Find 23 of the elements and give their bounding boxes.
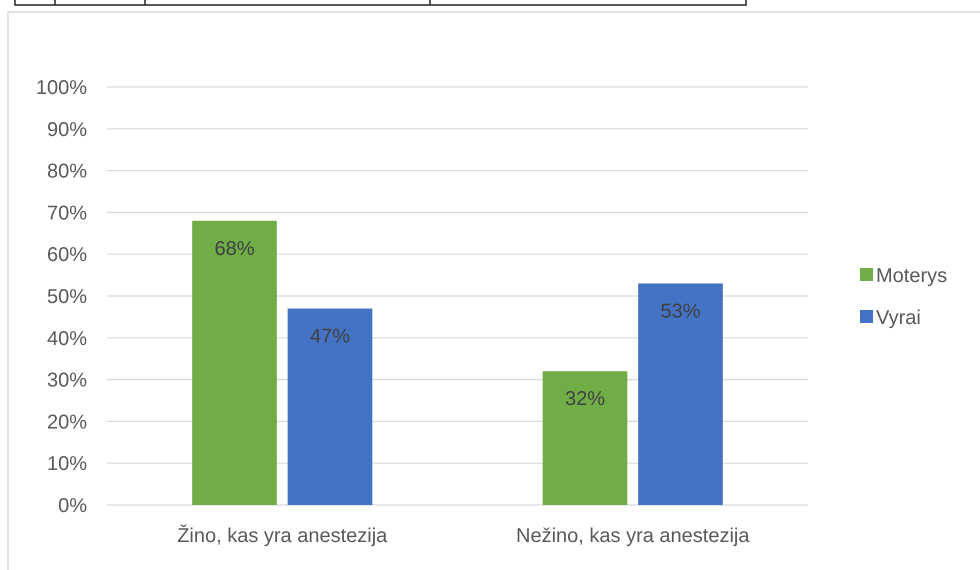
data-label: 53%: [660, 300, 701, 322]
y-tick-label: 30%: [46, 370, 88, 392]
bar: [542, 371, 628, 505]
y-tick-label: 100%: [36, 77, 88, 99]
y-tick-label: 40%: [46, 328, 88, 350]
bar: [638, 283, 723, 505]
y-tick-label: 10%: [46, 453, 88, 476]
legend-label: Vyrai: [876, 307, 921, 329]
y-tick-label: 50%: [46, 286, 88, 308]
x-tick-label: Nežino, kas yra anestezija: [516, 525, 750, 547]
y-tick-label: 60%: [46, 244, 88, 266]
data-label: 68%: [214, 238, 255, 260]
bar: [192, 220, 277, 505]
y-tick-label: 80%: [46, 160, 88, 183]
y-tick-label: 0%: [58, 495, 88, 517]
data-label: 32%: [564, 388, 606, 410]
y-tick-label: 70%: [46, 202, 88, 224]
x-tick-label: Žino, kas yra anestezija: [177, 524, 388, 547]
bar: [288, 308, 372, 505]
data-label: 47%: [310, 326, 350, 348]
legend-label: Moterys: [876, 265, 948, 287]
y-tick-label: 90%: [46, 118, 88, 141]
y-tick-label: 20%: [46, 411, 88, 434]
